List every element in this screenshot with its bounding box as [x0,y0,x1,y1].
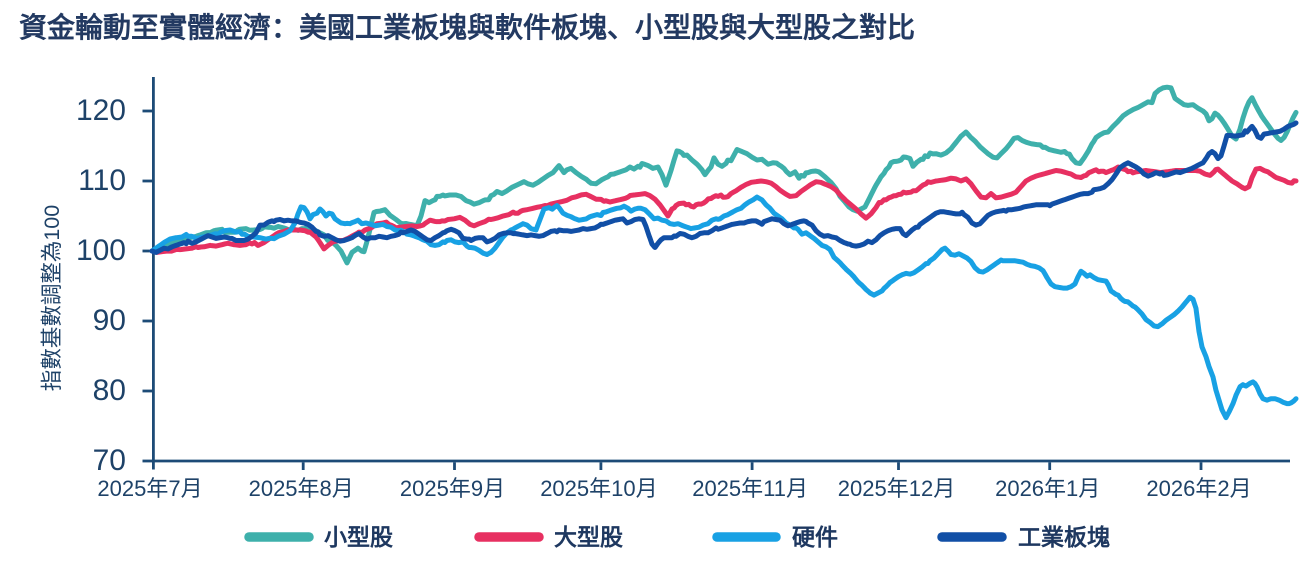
svg-text:指數基數調整為100: 指數基數調整為100 [40,205,64,391]
svg-text:小型股: 小型股 [324,524,393,550]
svg-text:70: 70 [93,444,126,477]
svg-text:2026年2月: 2026年2月 [1146,476,1251,501]
svg-text:2026年1月: 2026年1月 [995,476,1100,501]
svg-text:100: 100 [76,234,126,267]
svg-text:90: 90 [93,304,126,337]
svg-text:工業板塊: 工業板塊 [1018,524,1110,550]
svg-text:資金輪動至實體經濟：美國工業板塊與軟件板塊、小型股與大型股之: 資金輪動至實體經濟：美國工業板塊與軟件板塊、小型股與大型股之對比 [19,11,915,43]
svg-text:2025年10月: 2025年10月 [540,476,657,501]
svg-text:硬件: 硬件 [792,524,838,550]
svg-text:110: 110 [78,164,126,197]
svg-text:2025年8月: 2025年8月 [249,476,354,501]
svg-text:2025年12月: 2025年12月 [838,476,955,501]
svg-text:2025年7月: 2025年7月 [97,476,202,501]
svg-text:80: 80 [93,374,126,407]
svg-text:大型股: 大型股 [554,524,623,550]
svg-text:2025年9月: 2025年9月 [400,476,505,501]
svg-text:120: 120 [76,94,126,127]
svg-text:2025年11月: 2025年11月 [692,476,808,501]
